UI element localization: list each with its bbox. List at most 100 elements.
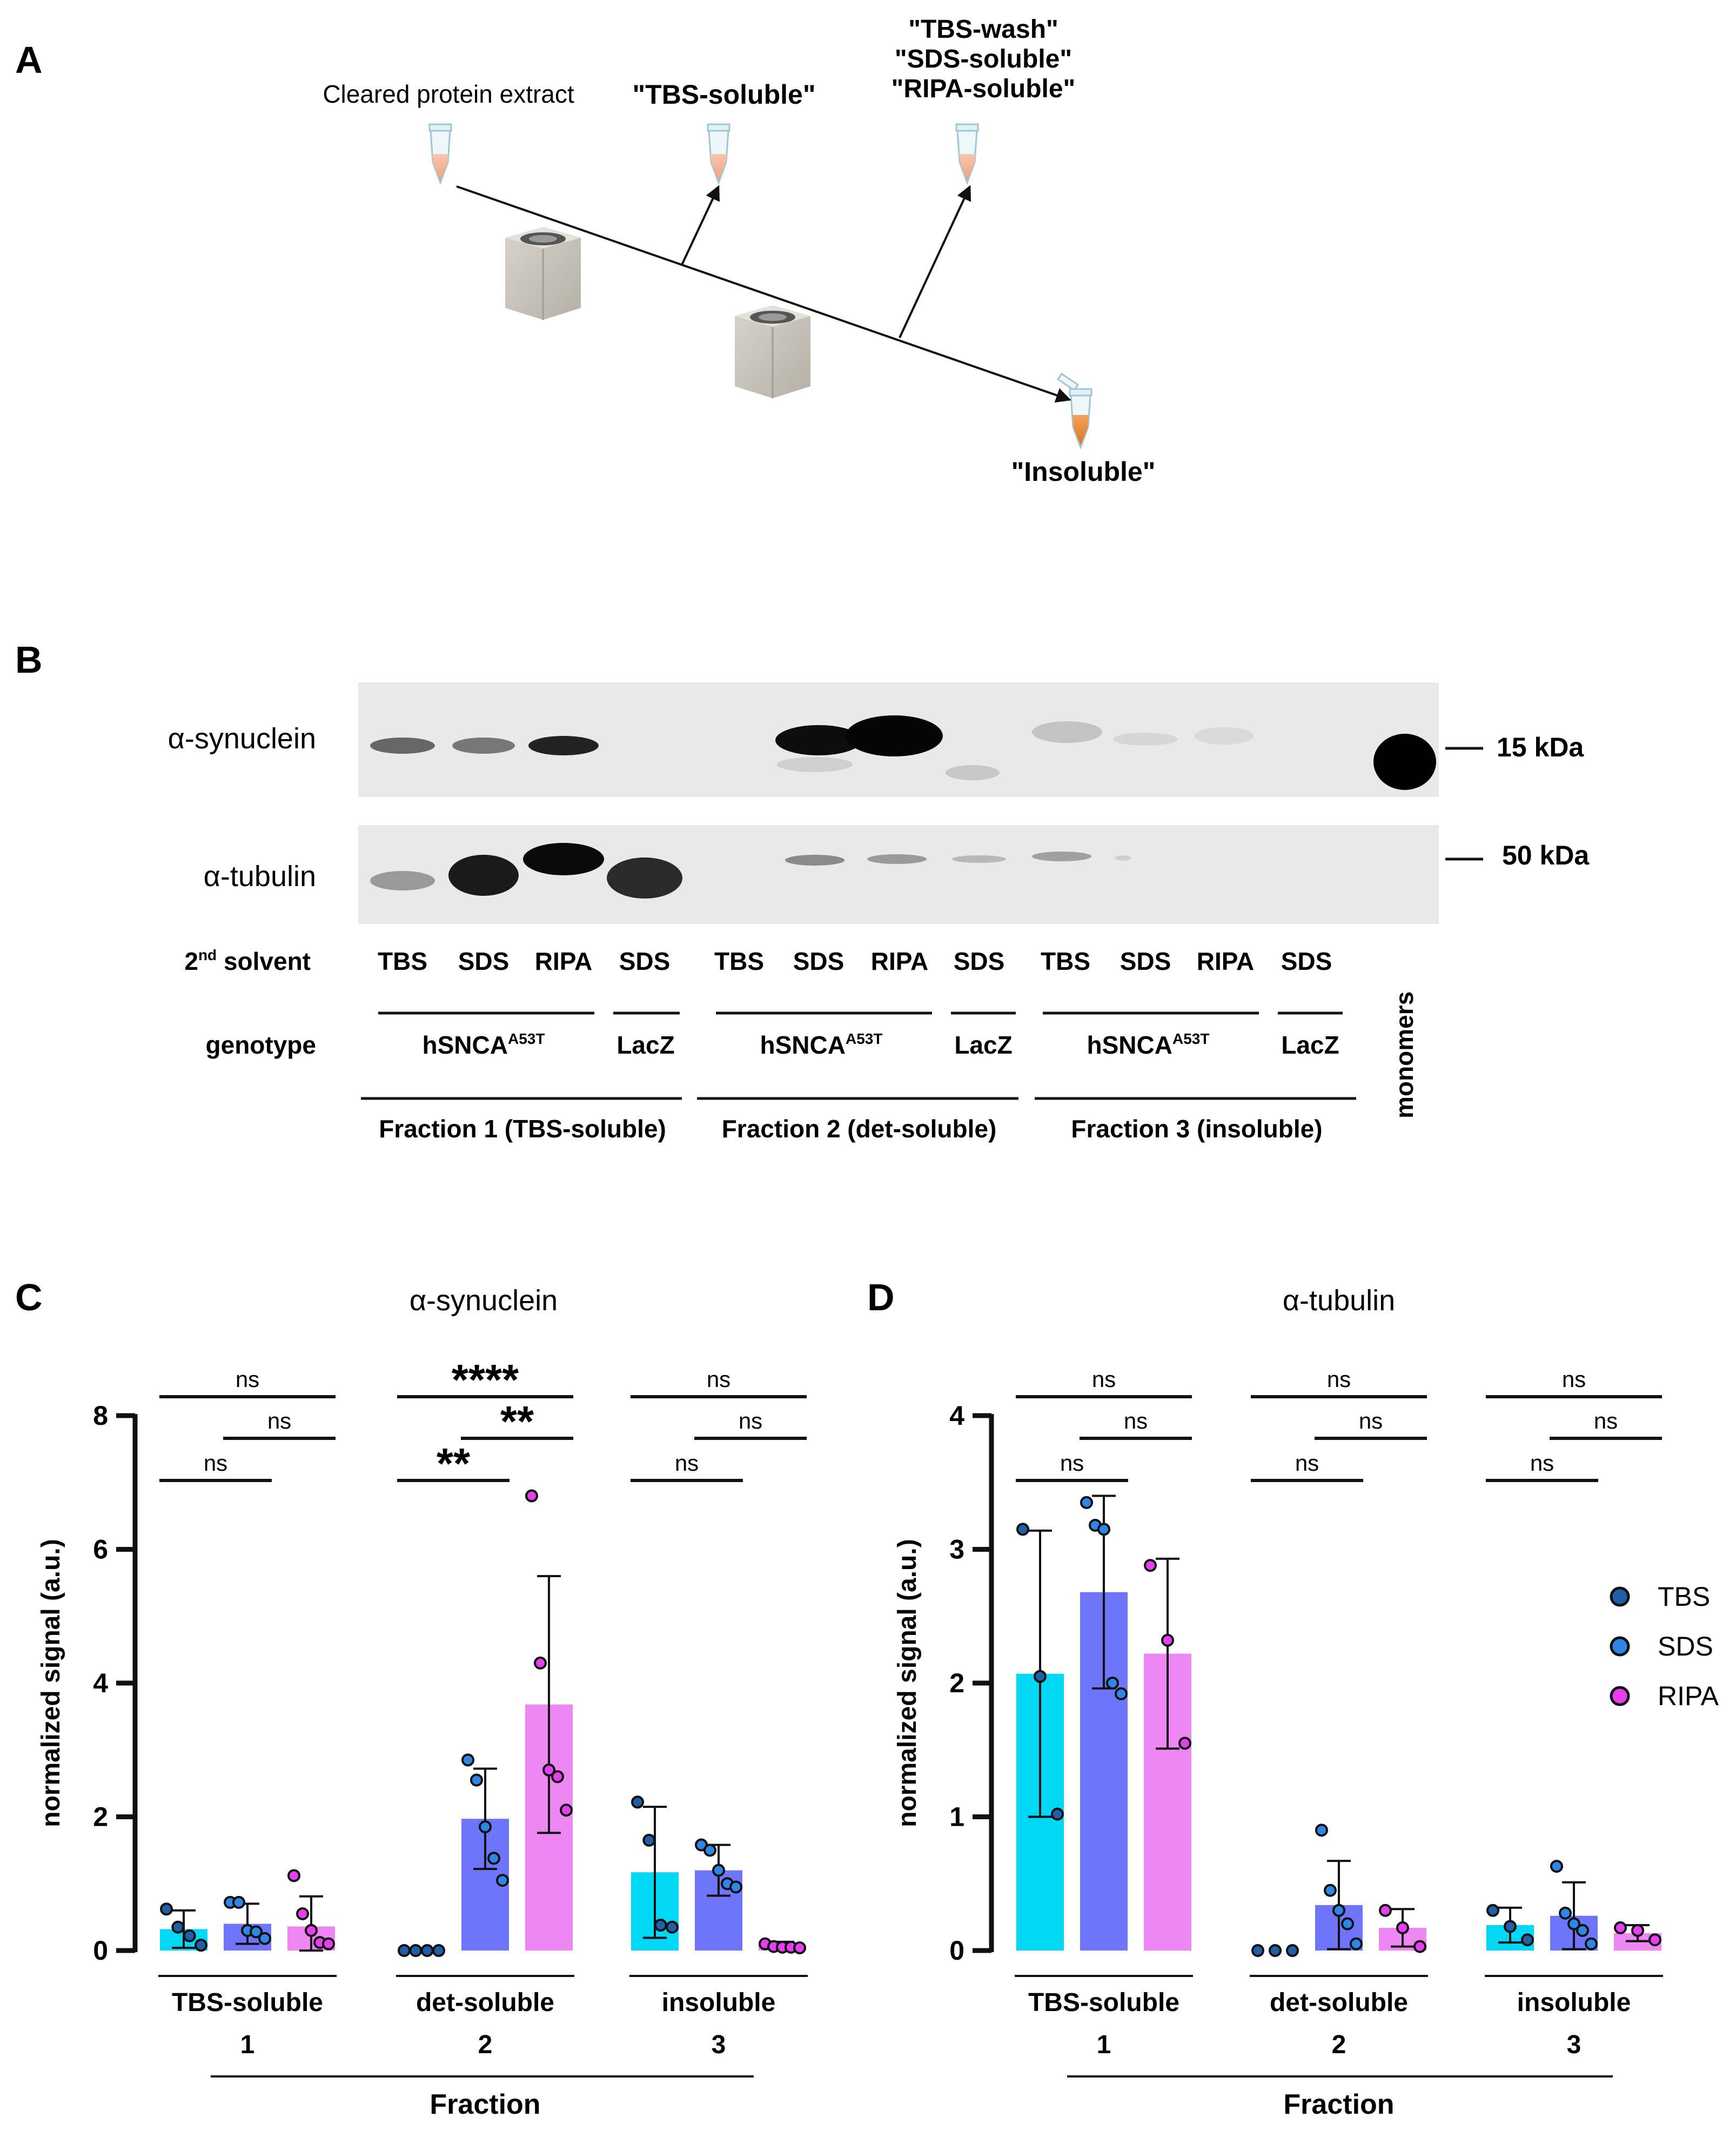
- data-point: [287, 1869, 300, 1882]
- y-axis-label: normalized signal (a.u.): [893, 1539, 922, 1827]
- legend: TBS SDS RIPA: [1610, 1582, 1719, 1711]
- data-point: [1559, 1906, 1572, 1920]
- significance-label: ns: [1124, 1408, 1148, 1433]
- panel-a: A Cleared protein extract "TBS-soluble" …: [15, 15, 1155, 487]
- data-point: [496, 1874, 509, 1887]
- fraction-label: Fraction 3 (insoluble): [1071, 1115, 1322, 1143]
- genotype-label: hSNCAA53T: [760, 1030, 883, 1059]
- blot-row-label: α-tubulin: [204, 860, 316, 893]
- significance-label: ns: [707, 1366, 730, 1392]
- data-point: [525, 1489, 538, 1503]
- significance-label: ns: [1327, 1366, 1351, 1392]
- data-point: [729, 1880, 742, 1894]
- legend-label: RIPA: [1658, 1681, 1719, 1711]
- fraction-label: Fraction 1 (TBS-soluble): [379, 1115, 666, 1143]
- legend-marker: [1610, 1586, 1630, 1607]
- data-point: [258, 1932, 271, 1945]
- flow-arrow: [456, 185, 1071, 403]
- chart-synuclein: α-synuclein 0 2 4 6 8 normalized signal (a.u.)…: [37, 1284, 808, 2120]
- flow-arrow: [681, 185, 720, 265]
- data-point: [654, 1918, 667, 1932]
- significance-label: **: [437, 1439, 471, 1487]
- chart-title: α-tubulin: [1283, 1284, 1395, 1317]
- chart-title: α-synuclein: [410, 1284, 558, 1317]
- data-point: [642, 1833, 656, 1847]
- data-point: [1324, 1884, 1337, 1897]
- data-point: [1286, 1944, 1299, 1957]
- data-point: [432, 1944, 445, 1957]
- data-point: [250, 1925, 263, 1939]
- data-point: [1115, 1687, 1128, 1700]
- data-point: [793, 1941, 806, 1955]
- solvent-label: RIPA: [1197, 947, 1255, 975]
- panel-c-label: C: [15, 1276, 43, 1318]
- solvent-label: SDS: [954, 947, 1005, 975]
- solvent-label: RIPA: [871, 947, 929, 975]
- data-point: [534, 1656, 547, 1670]
- data-point: [322, 1937, 335, 1951]
- category-label: insoluble: [1517, 1988, 1631, 2017]
- genotype-label: hSNCAA53T: [423, 1030, 545, 1059]
- significance-label: ns: [1359, 1408, 1383, 1433]
- data-point: [1315, 1824, 1328, 1837]
- significance-label: ns: [204, 1450, 227, 1476]
- significance-label: ****: [452, 1356, 519, 1404]
- y-tick-label: 3: [949, 1534, 964, 1565]
- cleared-extract-label: Cleared protein extract: [323, 80, 574, 108]
- tubulin-blot: [358, 825, 1439, 924]
- solvent-label: TBS: [378, 947, 427, 975]
- flow-arrow: [899, 185, 971, 338]
- data-point: [1567, 1917, 1580, 1931]
- data-point: [1144, 1559, 1157, 1572]
- data-point: [398, 1944, 411, 1957]
- x-axis-label: Fraction: [430, 2089, 540, 2120]
- y-tick-label: 4: [93, 1668, 108, 1698]
- data-point: [1521, 1933, 1534, 1947]
- data-point: [160, 1902, 173, 1916]
- category-number: 3: [1567, 2031, 1581, 2059]
- solvent-label: SDS: [619, 947, 671, 975]
- solvent-label: SDS: [793, 947, 844, 975]
- wash-label-2: "SDS-soluble": [895, 45, 1072, 73]
- data-point: [1016, 1523, 1029, 1536]
- genotype-control-label: LacZ: [954, 1031, 1012, 1059]
- data-point: [1161, 1633, 1174, 1647]
- y-tick-label: 0: [93, 1935, 108, 1966]
- marker-label: 50 kDa: [1502, 840, 1590, 870]
- data-point: [1631, 1924, 1644, 1937]
- data-point: [296, 1907, 309, 1920]
- data-point: [470, 1773, 483, 1787]
- data-point: [1396, 1921, 1409, 1934]
- data-point: [1576, 1924, 1589, 1937]
- data-point: [542, 1763, 555, 1777]
- data-point: [560, 1804, 573, 1817]
- significance-label: ns: [1295, 1450, 1319, 1476]
- x-axis-label: Fraction: [1283, 2089, 1394, 2120]
- legend-marker: [1610, 1686, 1630, 1706]
- centrifuge-icon: [735, 305, 810, 398]
- data-point: [703, 1844, 716, 1857]
- monomers-label: monomers: [1390, 991, 1418, 1118]
- tube-icon: [428, 123, 452, 185]
- data-point: [1051, 1807, 1064, 1821]
- significance-label: ns: [1092, 1366, 1116, 1392]
- data-point: [232, 1895, 245, 1909]
- wash-label-1: "TBS-wash": [908, 15, 1058, 44]
- tbs-soluble-label: "TBS-soluble": [632, 79, 815, 110]
- category-number: 1: [240, 2031, 255, 2059]
- synuclein-blot: [358, 682, 1439, 797]
- solvent-label: SDS: [458, 947, 510, 975]
- data-point: [479, 1820, 492, 1834]
- data-point: [183, 1929, 196, 1942]
- tube-icon: [707, 123, 730, 185]
- significance-label: ns: [739, 1408, 762, 1433]
- solvent-row-label: 2nd solvent: [184, 947, 311, 975]
- y-tick-label: 2: [93, 1802, 108, 1832]
- insoluble-label: "Insoluble": [1011, 457, 1156, 487]
- y-tick-label: 4: [949, 1400, 964, 1431]
- significance-label: ns: [1060, 1450, 1084, 1476]
- data-point: [1379, 1904, 1392, 1917]
- data-point: [1614, 1921, 1627, 1934]
- solvent-label: SDS: [1281, 947, 1332, 975]
